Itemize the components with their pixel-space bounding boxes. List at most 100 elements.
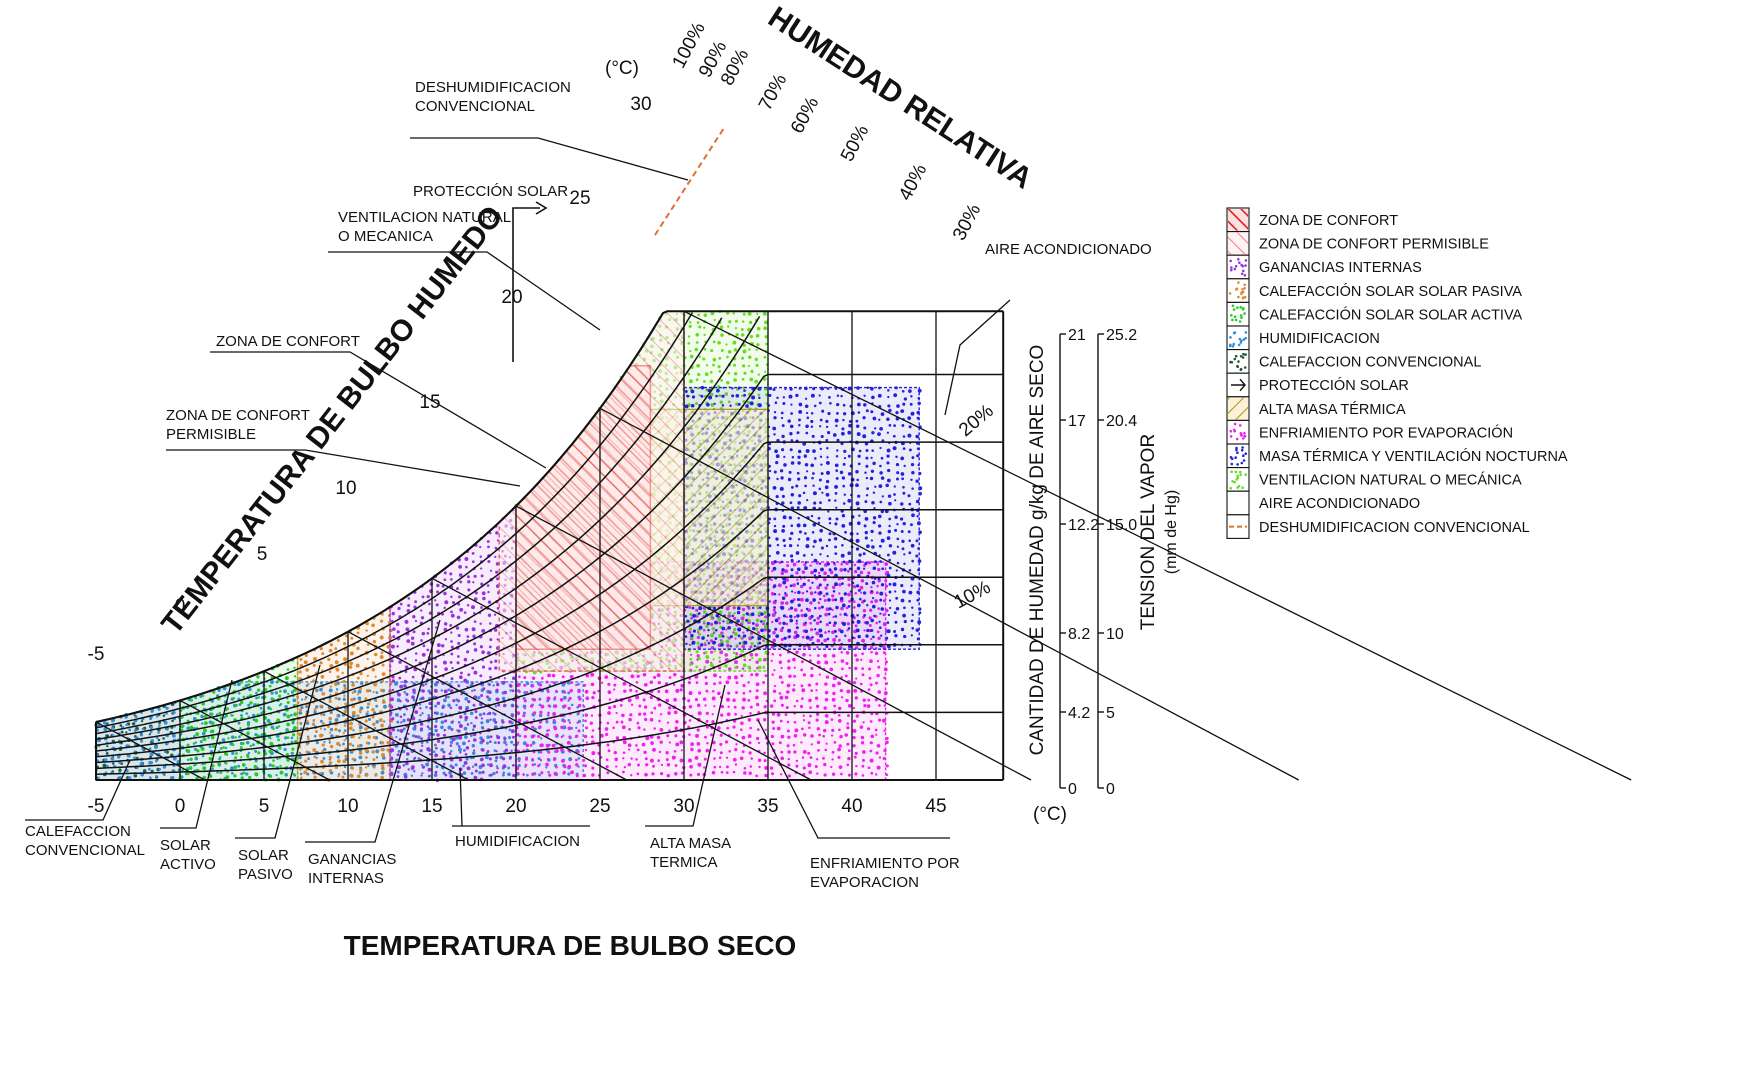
- zone-dot: [630, 703, 634, 706]
- zone-dot: [480, 574, 484, 578]
- zone-dot: [472, 581, 475, 584]
- zone-dot: [396, 753, 400, 757]
- zone-dot: [457, 655, 460, 658]
- zone-dot: [717, 365, 721, 369]
- zone-dot: [862, 698, 866, 702]
- zone-dot: [147, 767, 151, 771]
- zone-dot: [831, 758, 834, 761]
- zone-dot: [547, 704, 551, 707]
- zone-dot: [743, 771, 747, 775]
- zone-dot: [810, 734, 814, 738]
- zone-dot: [284, 736, 288, 740]
- zone-dot: [667, 711, 671, 715]
- zone-dot: [645, 763, 649, 767]
- zone-dot: [800, 660, 804, 664]
- zone-dot: [343, 686, 347, 691]
- zone-dot: [698, 325, 702, 329]
- zone-dot: [711, 770, 716, 775]
- zone-dot: [255, 696, 258, 700]
- zone-dot: [703, 313, 708, 317]
- zone-dot: [241, 741, 245, 746]
- zone-dot: [268, 763, 272, 767]
- zone-dot: [689, 764, 693, 769]
- zone-dot: [450, 652, 454, 656]
- zone-dot: [474, 763, 478, 767]
- zone-dot: [756, 728, 760, 731]
- zone-dot: [705, 719, 709, 723]
- zone-dot: [628, 728, 631, 731]
- zone-dot: [473, 648, 478, 652]
- zone-dot: [675, 720, 679, 724]
- zone-dot: [734, 712, 737, 716]
- zone-dot: [707, 641, 711, 645]
- zone-dot: [305, 684, 309, 687]
- zone-dot: [608, 698, 612, 701]
- zone-dot: [480, 606, 483, 609]
- zone-dot: [303, 660, 308, 665]
- zone-dot: [155, 736, 159, 740]
- zone-dot: [106, 744, 109, 748]
- zone-dot: [837, 755, 841, 759]
- zone-dot: [442, 733, 446, 737]
- zone-dot: [524, 763, 528, 767]
- zone-dot: [764, 370, 767, 373]
- zone-dot: [883, 667, 888, 672]
- zone-dot: [426, 725, 430, 728]
- zone-dot: [808, 726, 811, 730]
- zone-dot: [874, 728, 878, 732]
- zone-dot: [509, 684, 513, 688]
- zone-dot: [371, 661, 376, 665]
- zone-dot: [381, 663, 385, 667]
- zone-dot: [286, 701, 290, 704]
- zone-dot: [464, 627, 469, 632]
- zone-dot: [704, 650, 708, 654]
- zone-dot: [457, 729, 461, 733]
- zone-dot: [458, 705, 463, 710]
- zone-dot: [342, 759, 347, 764]
- zone-dot: [299, 723, 302, 726]
- zone-dot: [709, 379, 714, 384]
- zone-dot: [539, 759, 543, 762]
- zone-dot: [434, 753, 438, 758]
- zone-dot: [868, 667, 872, 671]
- zone-dot: [695, 332, 700, 337]
- zone-dot: [234, 703, 238, 707]
- zone-dot: [860, 735, 865, 740]
- zone-dot: [627, 743, 632, 748]
- zone-dot: [773, 699, 777, 703]
- zone-dot: [814, 764, 818, 769]
- zone-dot: [391, 611, 395, 616]
- zone-dot: [673, 672, 677, 677]
- zone-dot: [230, 735, 235, 739]
- zone-dot: [511, 676, 516, 680]
- zone-dot: [328, 670, 332, 674]
- zone-dot: [443, 689, 448, 694]
- zone-dot: [754, 379, 759, 384]
- zone-dot: [327, 657, 331, 662]
- zone-dot: [403, 679, 408, 684]
- zone-dot: [452, 699, 456, 703]
- zone-dot: [196, 749, 200, 753]
- zone-dot: [688, 320, 692, 324]
- zone-dot: [460, 671, 463, 675]
- zone-dot: [217, 762, 221, 766]
- zone-dot: [232, 697, 236, 700]
- zone-dot: [110, 756, 115, 761]
- zone-dot: [411, 675, 415, 679]
- zone-dot: [488, 757, 492, 761]
- zone-dot: [674, 734, 678, 738]
- zone-dot: [426, 595, 430, 599]
- zone-dot: [406, 639, 411, 643]
- zone-dot: [809, 654, 812, 657]
- zone-dot: [749, 726, 752, 730]
- zone-dot: [202, 766, 207, 771]
- zone-dot: [287, 692, 290, 696]
- zone-dot: [163, 720, 168, 725]
- zone-dot: [472, 724, 477, 728]
- zone-dot: [201, 722, 204, 725]
- zone-dot: [622, 757, 625, 760]
- zone-dot: [567, 706, 571, 711]
- zone-dot: [675, 688, 680, 693]
- zone-dot: [867, 698, 871, 702]
- zone-dot: [208, 757, 213, 761]
